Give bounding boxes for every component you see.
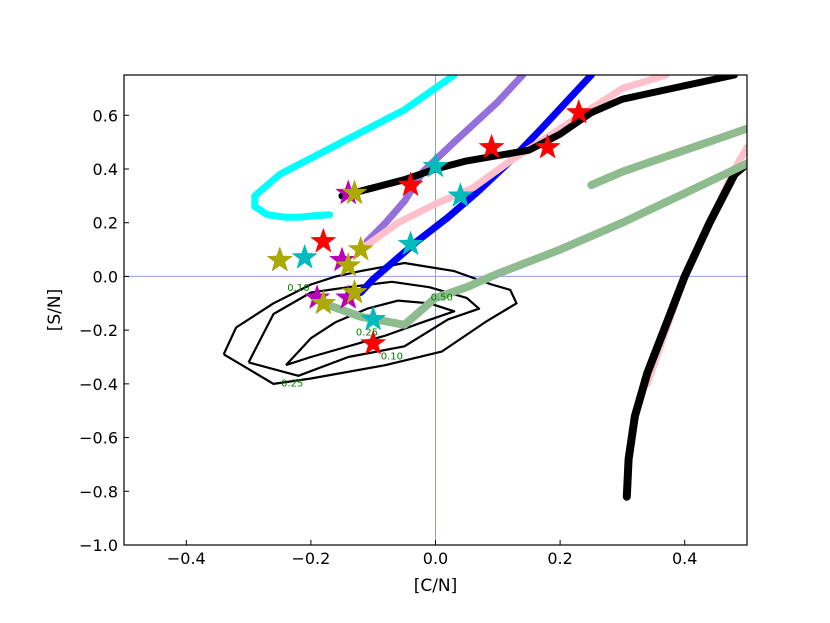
star-marker-4 (310, 227, 337, 253)
contour-label-2-a: 0.50 (431, 293, 453, 304)
x-axis-label: [C/N] (414, 576, 458, 596)
star-marker-8 (397, 230, 424, 256)
series-line-8 (587, 124, 747, 190)
y-tick-label: −1.0 (79, 536, 118, 555)
contour-line-2 (285, 299, 456, 367)
y-axis-label: [S/N] (45, 289, 65, 332)
series-line-6 (622, 159, 747, 501)
contour-line-0 (222, 261, 518, 385)
y-tick-label: −0.2 (79, 321, 118, 340)
contour-label-0-b: 0.10 (381, 352, 403, 363)
x-tick-label: 0.0 (423, 549, 448, 568)
y-tick-label: 0.6 (93, 106, 118, 125)
series-line-7 (319, 159, 747, 329)
y-tick-label: −0.8 (79, 482, 118, 501)
star-marker-1 (478, 133, 505, 159)
contour-label-0-a: 0.10 (287, 283, 309, 294)
star-marker-6 (422, 152, 449, 178)
y-tick-label: 0.4 (93, 160, 118, 179)
y-tick-label: −0.6 (79, 429, 118, 448)
contour-line-1 (247, 280, 481, 377)
star-marker-7 (447, 182, 474, 208)
star-marker-18 (347, 235, 374, 261)
star-marker-21 (310, 289, 337, 315)
x-tick-label: 0.4 (672, 549, 697, 568)
star-marker-20 (341, 278, 368, 304)
star-marker-9 (291, 243, 318, 269)
x-tick-label: −0.4 (167, 549, 206, 568)
series-line-2 (357, 75, 595, 296)
series-line-0 (251, 75, 458, 221)
contour-label-1-a: 0.25 (281, 379, 303, 390)
y-tick-label: −0.4 (79, 375, 118, 394)
y-tick-label: 0.2 (93, 214, 118, 233)
star-marker-2 (534, 133, 561, 159)
contour-label-1-b: 0.25 (356, 328, 378, 339)
x-tick-label: 0.2 (547, 549, 572, 568)
series-line-3 (357, 75, 670, 254)
star-marker-5 (360, 329, 387, 355)
star-marker-3 (565, 98, 592, 124)
star-marker-10 (360, 305, 387, 331)
star-marker-0 (397, 171, 424, 197)
x-tick-label: −0.2 (291, 549, 330, 568)
y-tick-label: 0.0 (93, 267, 118, 286)
star-marker-19 (335, 251, 362, 277)
star-marker-16 (341, 179, 368, 205)
star-marker-17 (266, 246, 293, 272)
